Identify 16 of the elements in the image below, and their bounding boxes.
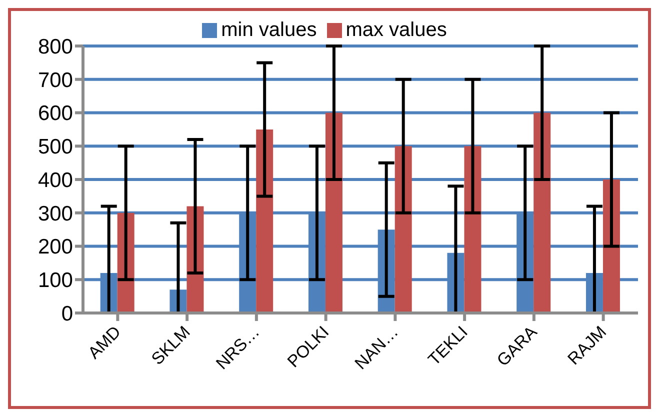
- bar: [394, 146, 412, 313]
- y-tick-label: 800: [38, 35, 73, 58]
- y-tick-label: 100: [38, 269, 73, 292]
- bar: [325, 112, 342, 313]
- legend-label: min values: [221, 19, 317, 41]
- y-tick-label: 300: [38, 202, 73, 226]
- bar: [534, 112, 551, 313]
- y-tick-label: 500: [38, 136, 73, 159]
- y-tick-label: 200: [38, 236, 73, 259]
- y-tick-label: 700: [38, 68, 73, 92]
- bar: [464, 146, 482, 313]
- bar: [256, 129, 274, 313]
- y-tick-label: 400: [38, 168, 73, 192]
- y-tick-label: 600: [38, 102, 73, 126]
- legend-label: max values: [346, 19, 447, 41]
- y-tick-label: 0: [61, 302, 73, 326]
